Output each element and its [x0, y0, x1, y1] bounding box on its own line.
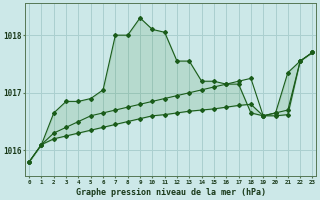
X-axis label: Graphe pression niveau de la mer (hPa): Graphe pression niveau de la mer (hPa) — [76, 188, 266, 197]
